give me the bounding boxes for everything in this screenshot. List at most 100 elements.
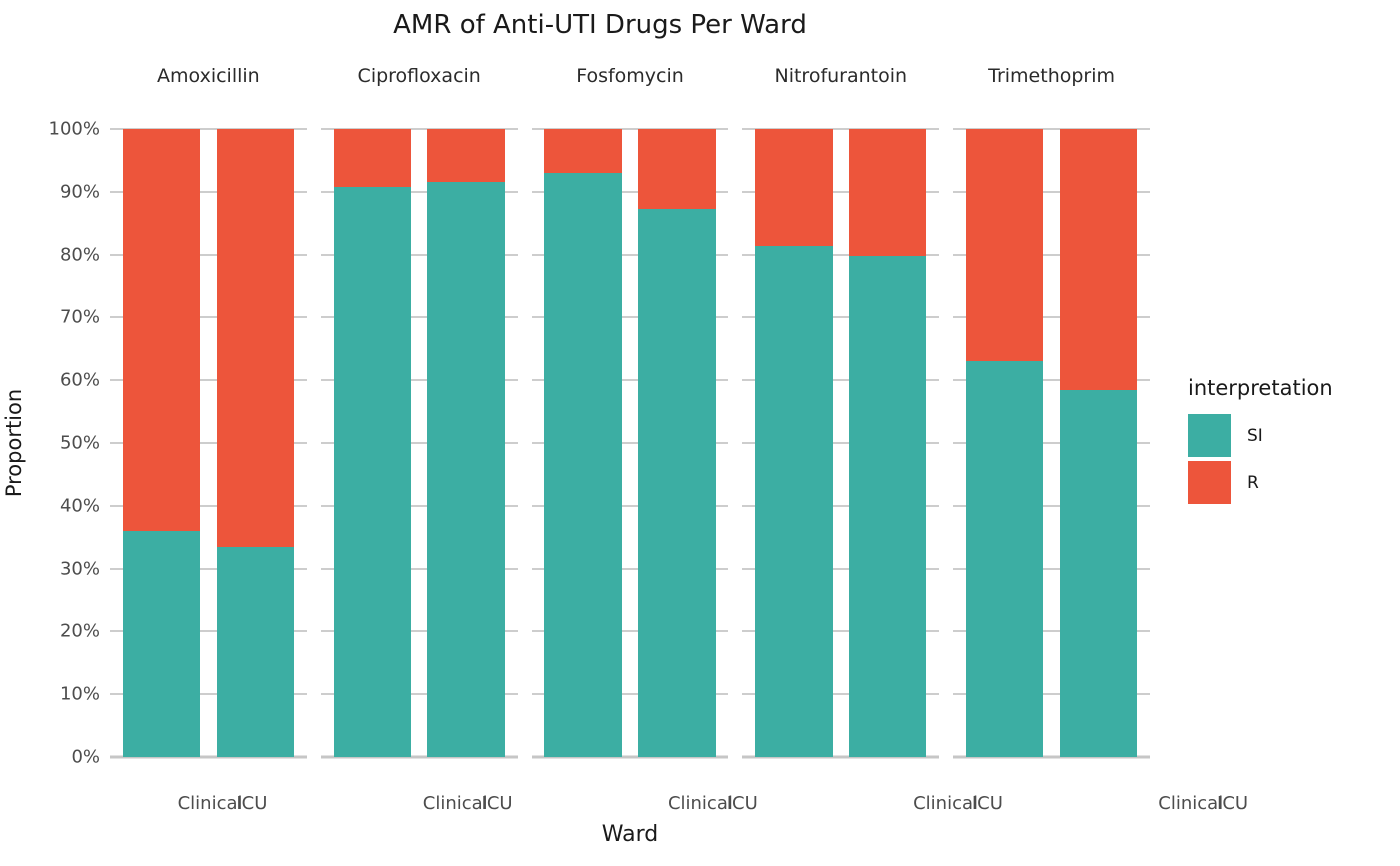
stacked-bar (638, 129, 716, 757)
facet-panel (953, 128, 1150, 759)
bars-group (742, 129, 939, 757)
gridline (953, 567, 1150, 570)
gridline (953, 128, 1150, 130)
gridline (110, 567, 307, 570)
facet-strip-label: Amoxicillin (157, 65, 260, 87)
gridline (110, 316, 307, 319)
facet-panel (531, 128, 729, 759)
bars-group (953, 129, 1150, 757)
legend-item-si: SI (1188, 414, 1398, 457)
facet-strip-label: Fosfomycin (576, 65, 684, 87)
gridline (320, 504, 518, 507)
x-axis-title: Ward (601, 822, 659, 847)
gridline (742, 693, 940, 696)
bar-segment-r (755, 129, 833, 247)
gridline (531, 567, 729, 570)
gridline (742, 755, 940, 759)
y-tick-label: 70% (59, 306, 100, 328)
bar-segment-r (965, 129, 1044, 362)
x-tick-group: Clinical ICU (846, 793, 1077, 821)
legend-swatch-si (1188, 414, 1231, 457)
gridline (320, 567, 518, 570)
bar-segment-r (427, 129, 505, 183)
x-tick-group: Clinical ICU (1091, 793, 1322, 821)
gridline (953, 442, 1150, 444)
y-tick-label: 100% (48, 118, 100, 140)
gridline (742, 567, 940, 570)
y-tick-label: 30% (59, 558, 100, 580)
gridline (531, 693, 729, 696)
bar-segment-r (333, 129, 411, 187)
gridline (742, 316, 940, 319)
bars-group (110, 129, 307, 757)
stacked-bar (1059, 129, 1138, 757)
gridline (531, 253, 729, 256)
y-tick-label: 50% (59, 432, 100, 454)
stacked-bar (965, 129, 1044, 757)
gridline (742, 253, 940, 256)
y-tick-label: 80% (59, 244, 100, 266)
gridline (531, 630, 729, 633)
stacked-bar (544, 129, 622, 757)
gridline (110, 253, 307, 256)
bar-segment-si (333, 186, 411, 757)
gridline (953, 379, 1150, 382)
gridline (531, 504, 729, 507)
bar-segment-si (849, 256, 927, 757)
gridline (531, 379, 729, 382)
bars-group (532, 129, 729, 757)
gridline (110, 190, 307, 193)
gridline (320, 128, 518, 130)
gridline (531, 190, 729, 193)
gridline (953, 504, 1150, 507)
gridline (953, 693, 1150, 696)
stacked-bar (333, 129, 411, 757)
facet-panel (742, 128, 940, 759)
bar-segment-si (544, 172, 622, 757)
x-tick-label: ICU (971, 793, 1003, 814)
gridline (953, 630, 1150, 633)
bar-segment-r (1059, 129, 1138, 391)
gridline (320, 253, 518, 256)
bar-segment-si (638, 208, 716, 757)
gridline (953, 253, 1150, 256)
bars-group (321, 129, 518, 757)
gridline (110, 755, 307, 759)
gridline (742, 190, 940, 193)
x-tick-group: Clinical ICU (355, 793, 586, 821)
plot-panels (110, 128, 1150, 759)
gridline (531, 128, 729, 130)
stacked-bar (755, 129, 833, 757)
gridline (110, 630, 307, 633)
bar-segment-si (427, 182, 505, 757)
bar-segment-si (216, 546, 295, 757)
bar-segment-r (638, 129, 716, 209)
x-tick-label: ICU (236, 793, 268, 814)
stacked-bar (849, 129, 927, 757)
facet-strip-label: Trimethoprim (988, 65, 1116, 87)
x-tick-group: Clinical ICU (110, 793, 341, 821)
facet-strip-label: Nitrofurantoin (774, 65, 908, 87)
gridline (742, 379, 940, 382)
facet-panel (320, 128, 518, 759)
y-tick-label: 10% (59, 683, 100, 705)
x-axis-tick-labels: Clinical ICU Clinical ICU Clinical ICU Clinica… (110, 793, 1249, 821)
stacked-bar (427, 129, 505, 757)
x-tick-group: Clinical ICU (600, 793, 831, 821)
gridline (742, 442, 940, 444)
facet-strip-label: Ciprofloxacin (357, 65, 481, 87)
y-tick-label: 90% (59, 181, 100, 203)
bar-segment-r (216, 129, 295, 547)
gridline (953, 755, 1150, 759)
x-tick-label: Clinical (1158, 793, 1224, 814)
y-tick-label: 60% (59, 369, 100, 391)
gridline (742, 630, 940, 633)
bar-segment-r (849, 129, 927, 257)
y-tick-label: 20% (59, 620, 100, 642)
gridline (531, 442, 729, 444)
x-tick-label: ICU (726, 793, 758, 814)
bar-segment-si (122, 530, 201, 757)
x-tick-label: ICU (481, 793, 513, 814)
bar-segment-r (544, 129, 622, 173)
gridline (953, 316, 1150, 319)
